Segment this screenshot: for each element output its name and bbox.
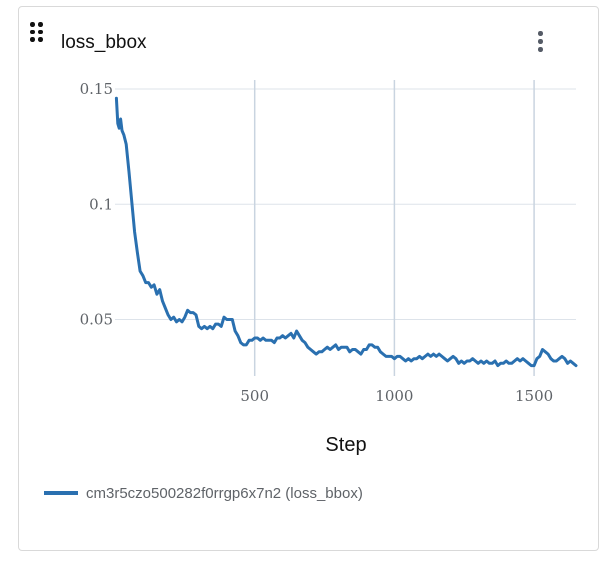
- panel-title: loss_bbox: [61, 32, 147, 53]
- more-vertical-icon[interactable]: [531, 29, 549, 55]
- legend-label: cm3r5czo500282f0rrgp6x7n2 (loss_bbox): [86, 484, 363, 502]
- series-line[interactable]: [114, 96, 578, 368]
- y-tick-label: 0.05: [80, 311, 113, 329]
- legend-swatch: [44, 491, 78, 495]
- x-tick-label: 1500: [515, 387, 553, 405]
- drag-handle-icon[interactable]: [30, 22, 44, 42]
- y-axis-ticks: 0.05 0.1 0.15: [80, 80, 113, 329]
- legend-item[interactable]: cm3r5czo500282f0rrgp6x7n2 (loss_bbox): [44, 483, 363, 503]
- x-tick-label: 500: [240, 387, 269, 405]
- x-axis-label: Step: [325, 434, 366, 456]
- x-tick-label: 1000: [375, 387, 413, 405]
- chart-series: [114, 96, 578, 368]
- chart-grid: [115, 80, 576, 376]
- y-tick-label: 0.15: [80, 80, 113, 98]
- chart-panel: [18, 6, 599, 551]
- y-tick-label: 0.1: [89, 195, 113, 213]
- x-axis-ticks: 500 1000 1500: [240, 387, 553, 405]
